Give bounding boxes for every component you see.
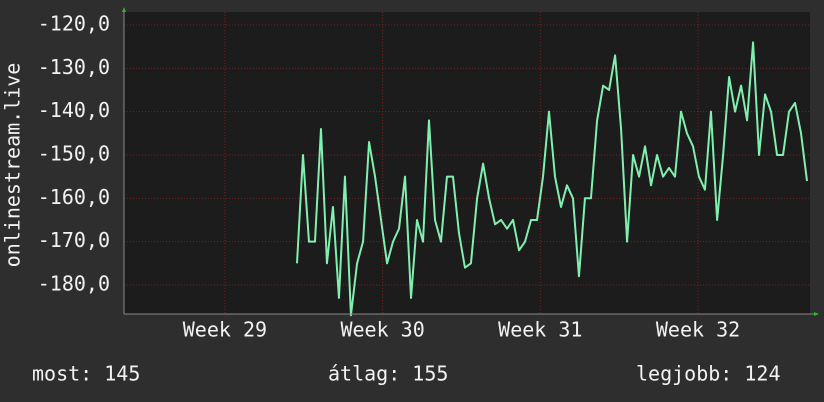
- axis-arrow: [122, 7, 126, 12]
- y-tick-label: -160,0: [38, 185, 110, 209]
- stat-now: most: 145: [32, 362, 140, 386]
- y-tick-label: -140,0: [38, 98, 110, 122]
- y-axis-label: onlinestream.live: [1, 63, 25, 268]
- stat-best: legjobb: 124: [636, 362, 781, 386]
- grid: [124, 12, 810, 314]
- y-tick-label: -180,0: [38, 271, 110, 295]
- y-tick-label: -130,0: [38, 55, 110, 79]
- y-tick-label: -120,0: [38, 11, 110, 35]
- x-tick-label: Week 32: [656, 318, 740, 342]
- series-line: [296, 41, 808, 317]
- x-tick-label: Week 29: [183, 318, 267, 342]
- marks: [296, 41, 808, 317]
- y-tick-label: -170,0: [38, 228, 110, 252]
- x-tick-label: Week 30: [340, 318, 424, 342]
- axis-arrow: [814, 312, 819, 316]
- x-tick-label: Week 31: [498, 318, 582, 342]
- y-tick-label: -150,0: [38, 141, 110, 165]
- stat-average: átlag: 155: [328, 362, 448, 386]
